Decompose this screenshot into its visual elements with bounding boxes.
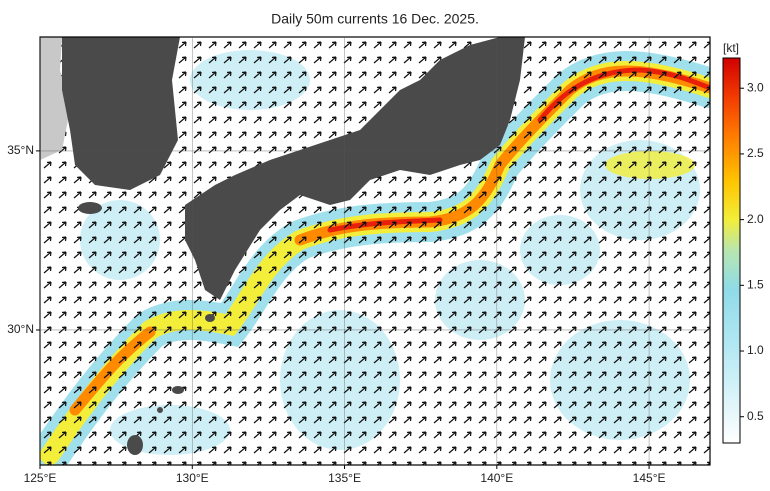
colorbar-tick-label: 2.5 <box>747 146 764 160</box>
y-tick-label: 30°N <box>7 322 34 336</box>
colorbar-tick-label: 0.5 <box>747 409 764 423</box>
land-japan <box>185 37 525 300</box>
x-tick-label: 130°E <box>176 471 209 485</box>
land-china <box>40 37 70 160</box>
colorbar-tick-label: 1.0 <box>747 343 764 357</box>
colorbar-label: [kt] <box>723 41 739 55</box>
land-jeju <box>78 202 102 214</box>
x-tick-label: 135°E <box>328 471 361 485</box>
map-area <box>40 37 710 465</box>
land-korea <box>62 37 180 190</box>
land-islands <box>127 314 215 455</box>
colorbar-tick-label: 1.5 <box>747 277 764 291</box>
y-tick-label: 35°N <box>7 143 34 157</box>
colorbar <box>722 57 741 444</box>
x-tick-label: 125°E <box>24 471 57 485</box>
colorbar-tick-label: 2.0 <box>747 212 764 226</box>
x-tick-label: 145°E <box>633 471 666 485</box>
map-title: Daily 50m currents 16 Dec. 2025. <box>271 11 479 27</box>
colorbar-tick-label: 3.0 <box>747 80 764 94</box>
x-tick-label: 140°E <box>480 471 513 485</box>
